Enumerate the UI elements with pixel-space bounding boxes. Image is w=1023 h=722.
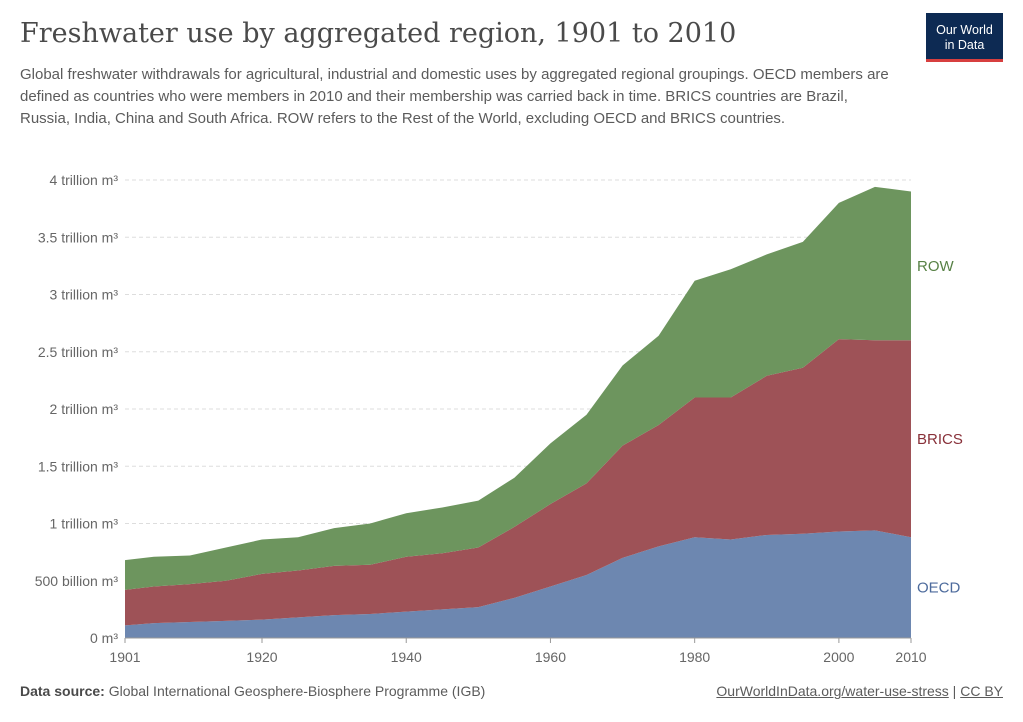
- area-series: [125, 186, 911, 638]
- y-tick-label: 1.5 trillion m³: [38, 458, 118, 474]
- x-tick-label: 1980: [679, 649, 710, 665]
- owid-logo[interactable]: Our World in Data: [926, 13, 1003, 62]
- y-tick-label: 3.5 trillion m³: [38, 229, 118, 245]
- y-axis-tick-labels: 0 m³ 500 billion m³ 1 trillion m³ 1.5 trill…: [35, 172, 119, 646]
- data-source: Data source: Global International Geosph…: [20, 683, 485, 699]
- y-tick-label: 3 trillion m³: [50, 287, 119, 303]
- chart-title: Freshwater use by aggregated region, 190…: [20, 18, 737, 49]
- source-link[interactable]: OurWorldInData.org/water-use-stress: [716, 683, 949, 699]
- y-tick-label: 1 trillion m³: [50, 516, 119, 532]
- logo-line-2: in Data: [944, 38, 985, 52]
- y-tick-label: 500 billion m³: [35, 573, 119, 589]
- y-tick-label: 0 m³: [90, 630, 118, 646]
- footer-separator: |: [952, 683, 957, 699]
- series-label-brics: BRICS: [917, 431, 963, 448]
- footer-links: OurWorldInData.org/water-use-stress | CC…: [716, 683, 1003, 699]
- x-tick-label: 1960: [535, 649, 566, 665]
- stacked-area-chart: 0 m³ 500 billion m³ 1 trillion m³ 1.5 trill…: [35, 172, 963, 665]
- area-brics: [125, 339, 911, 626]
- area-row: [125, 186, 911, 590]
- series-label-row: ROW: [917, 258, 955, 275]
- x-tick-label: 2010: [895, 649, 926, 665]
- data-source-label: Data source:: [20, 683, 105, 699]
- series-label-oecd: OECD: [917, 580, 961, 597]
- data-source-text: Global International Geosphere-Biosphere…: [108, 683, 486, 699]
- x-tick-label: 1940: [391, 649, 422, 665]
- y-tick-label: 4 trillion m³: [50, 172, 119, 188]
- license-link[interactable]: CC BY: [960, 683, 1003, 699]
- series-labels: OECD BRICS ROW: [917, 258, 963, 597]
- area-oecd: [125, 530, 911, 638]
- y-tick-label: 2.5 trillion m³: [38, 344, 118, 360]
- logo-line-1: Our World: [936, 23, 993, 37]
- y-tick-label: 2 trillion m³: [50, 401, 119, 417]
- chart-subtitle: Global freshwater withdrawals for agricu…: [20, 66, 889, 127]
- x-tick-label: 1920: [246, 649, 277, 665]
- x-tick-label: 1901: [109, 649, 140, 665]
- x-axis: 1901 1920 1940 1960 1980 2000 2010: [109, 637, 927, 665]
- x-tick-label: 2000: [823, 649, 854, 665]
